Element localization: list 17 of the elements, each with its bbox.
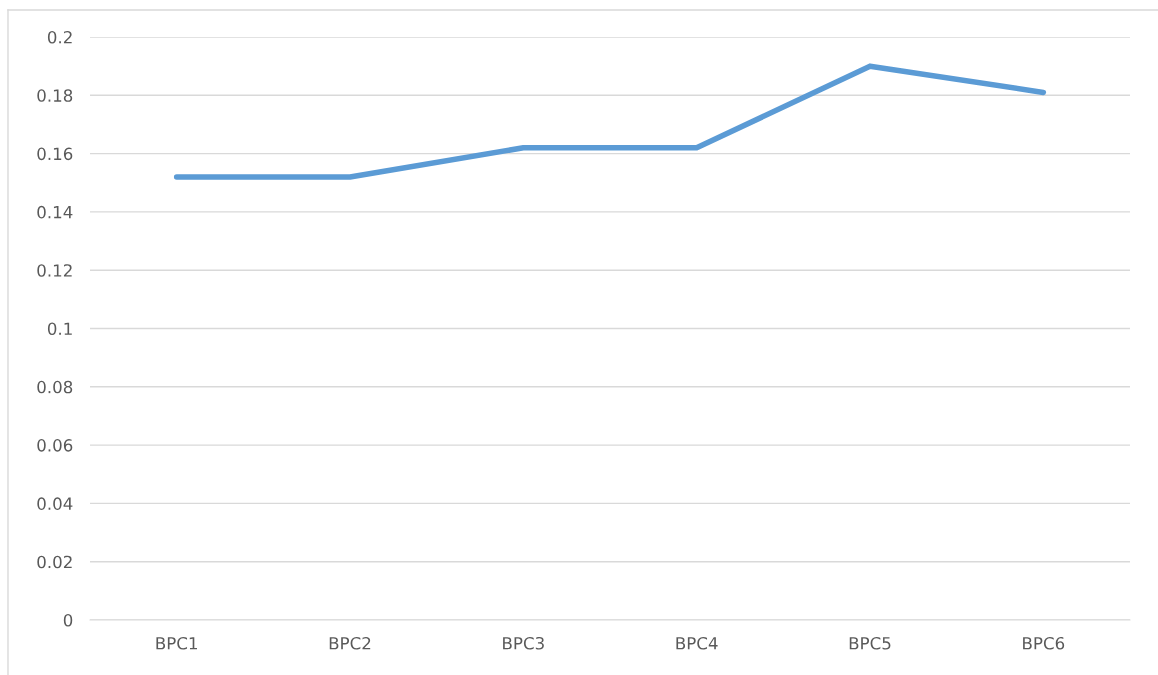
- y-tick-label: 0.08: [37, 380, 73, 394]
- y-tick-label: 0.1: [47, 322, 72, 336]
- x-tick-label: BPC6: [1023, 636, 1065, 650]
- y-tick-label: 0.06: [37, 439, 73, 452]
- x-tick-label: BPC1: [156, 636, 197, 650]
- y-tick-label: 0.18: [37, 89, 73, 102]
- y-tick-label: 0: [63, 613, 73, 627]
- y-tick-label: 0.14: [37, 205, 73, 219]
- y-tick-label: 0.02: [37, 555, 72, 569]
- y-tick-label: 0.04: [37, 497, 73, 510]
- x-tick-label: BPC3: [503, 636, 544, 650]
- y-tick-label: 0.12: [37, 264, 72, 277]
- y-tick-label: 0.16: [37, 147, 73, 161]
- x-tick-label: BPC5: [849, 636, 891, 650]
- x-tick-label: BPC4: [676, 636, 718, 650]
- x-tick-label: BPC2: [329, 636, 371, 650]
- y-tick-label: 0.2: [47, 30, 72, 44]
